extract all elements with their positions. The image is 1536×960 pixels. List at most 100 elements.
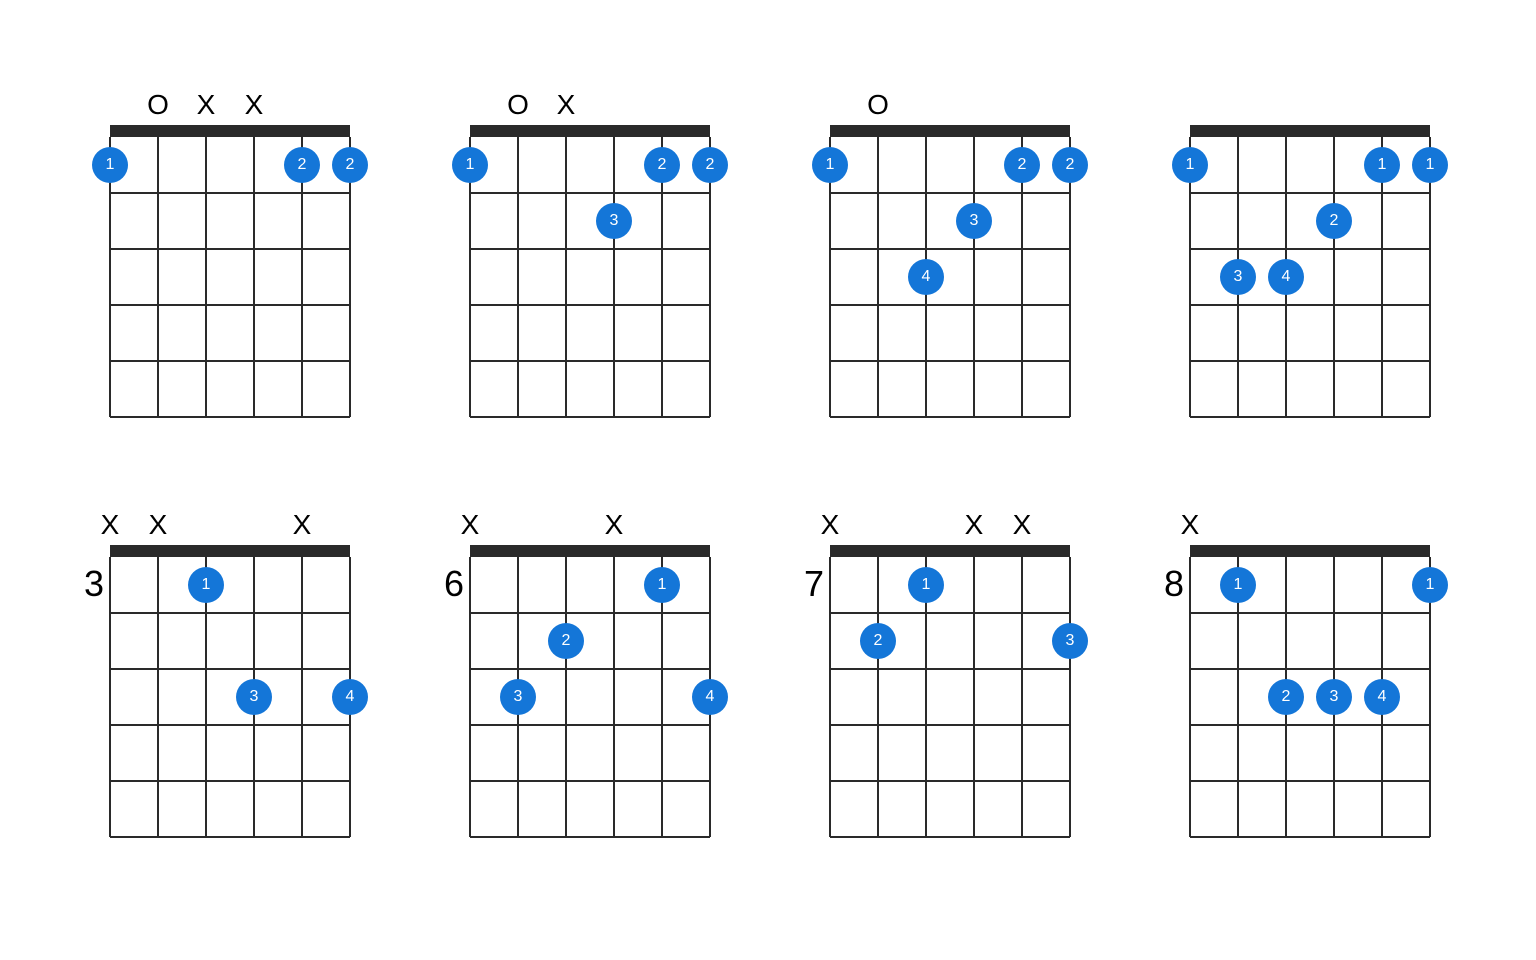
fret-wire	[1190, 836, 1430, 838]
chord-diagram: OXX122	[70, 70, 410, 470]
finger-dot: 3	[596, 203, 632, 239]
fret-wire	[830, 780, 1070, 782]
mute-marker: X	[557, 89, 576, 121]
fret-wire	[830, 304, 1070, 306]
string-line	[877, 137, 879, 417]
fretboard	[830, 545, 1070, 837]
nut	[110, 545, 350, 557]
string-line	[517, 137, 519, 417]
chord-diagram: O12234	[790, 70, 1130, 470]
string-line	[973, 137, 975, 417]
fret-wire	[830, 248, 1070, 250]
fret-wire	[830, 724, 1070, 726]
fret-wire	[830, 416, 1070, 418]
fret-wire	[470, 724, 710, 726]
fret-wire	[470, 612, 710, 614]
fret-wire	[1190, 668, 1430, 670]
string-line	[157, 137, 159, 417]
open-marker: O	[507, 89, 529, 121]
string-line	[565, 557, 567, 837]
fret-wire	[110, 724, 350, 726]
finger-dot: 4	[1268, 259, 1304, 295]
string-line	[109, 557, 111, 837]
finger-dot: 2	[332, 147, 368, 183]
fret-wire	[830, 612, 1070, 614]
mute-marker: X	[197, 89, 216, 121]
chord-diagram: 6XX1234	[430, 490, 770, 890]
open-marker: O	[147, 89, 169, 121]
mute-marker: X	[101, 509, 120, 541]
finger-dot: 2	[1268, 679, 1304, 715]
finger-dot: 1	[1172, 147, 1208, 183]
finger-dot: 1	[92, 147, 128, 183]
fret-wire	[110, 248, 350, 250]
fret-wire	[1190, 724, 1430, 726]
finger-dot: 2	[644, 147, 680, 183]
finger-dot: 1	[452, 147, 488, 183]
string-line	[301, 557, 303, 837]
finger-dot: 2	[284, 147, 320, 183]
fret-wire	[1190, 192, 1430, 194]
chord-diagram: OX1223	[430, 70, 770, 470]
finger-dot: 1	[812, 147, 848, 183]
fret-wire	[1190, 780, 1430, 782]
finger-dot: 1	[644, 567, 680, 603]
string-line	[829, 557, 831, 837]
nut	[470, 545, 710, 557]
string-line	[1069, 557, 1071, 837]
finger-dot: 2	[692, 147, 728, 183]
fret-wire	[830, 668, 1070, 670]
nut	[830, 125, 1070, 137]
fret-wire	[1190, 612, 1430, 614]
chord-diagram: 8X11234	[1150, 490, 1490, 890]
fret-wire	[110, 612, 350, 614]
string-line	[1333, 137, 1335, 417]
finger-dot: 3	[1316, 679, 1352, 715]
fret-wire	[1190, 248, 1430, 250]
fret-wire	[470, 836, 710, 838]
start-fret-label: 6	[430, 563, 464, 605]
finger-dot: 3	[1220, 259, 1256, 295]
finger-dot: 4	[908, 259, 944, 295]
mute-marker: X	[821, 509, 840, 541]
mute-marker: X	[1013, 509, 1032, 541]
page: OXX122OX1223O122341112343XXX1346XX12347X…	[0, 0, 1536, 960]
fret-wire	[110, 192, 350, 194]
finger-dot: 3	[1052, 623, 1088, 659]
fret-wire	[470, 248, 710, 250]
finger-dot: 3	[236, 679, 272, 715]
nut	[1190, 125, 1430, 137]
string-line	[565, 137, 567, 417]
fret-wire	[110, 360, 350, 362]
fret-wire	[470, 416, 710, 418]
finger-dot: 4	[332, 679, 368, 715]
finger-dot: 1	[1364, 147, 1400, 183]
finger-dot: 1	[188, 567, 224, 603]
start-fret-label: 7	[790, 563, 824, 605]
fret-wire	[830, 360, 1070, 362]
fret-wire	[110, 304, 350, 306]
fret-wire	[110, 836, 350, 838]
open-marker: O	[867, 89, 889, 121]
nut	[110, 125, 350, 137]
fret-wire	[470, 192, 710, 194]
finger-dot: 2	[860, 623, 896, 659]
mute-marker: X	[965, 509, 984, 541]
nut	[470, 125, 710, 137]
fret-wire	[830, 192, 1070, 194]
nut	[1190, 545, 1430, 557]
mute-marker: X	[245, 89, 264, 121]
string-line	[613, 137, 615, 417]
finger-dot: 1	[1412, 567, 1448, 603]
mute-marker: X	[1181, 509, 1200, 541]
fret-wire	[1190, 360, 1430, 362]
fret-wire	[470, 360, 710, 362]
start-fret-label: 3	[70, 563, 104, 605]
fretboard	[110, 545, 350, 837]
string-line	[613, 557, 615, 837]
finger-dot: 2	[1004, 147, 1040, 183]
fret-wire	[470, 668, 710, 670]
mute-marker: X	[461, 509, 480, 541]
chord-diagram: 7XXX123	[790, 490, 1130, 890]
finger-dot: 4	[692, 679, 728, 715]
